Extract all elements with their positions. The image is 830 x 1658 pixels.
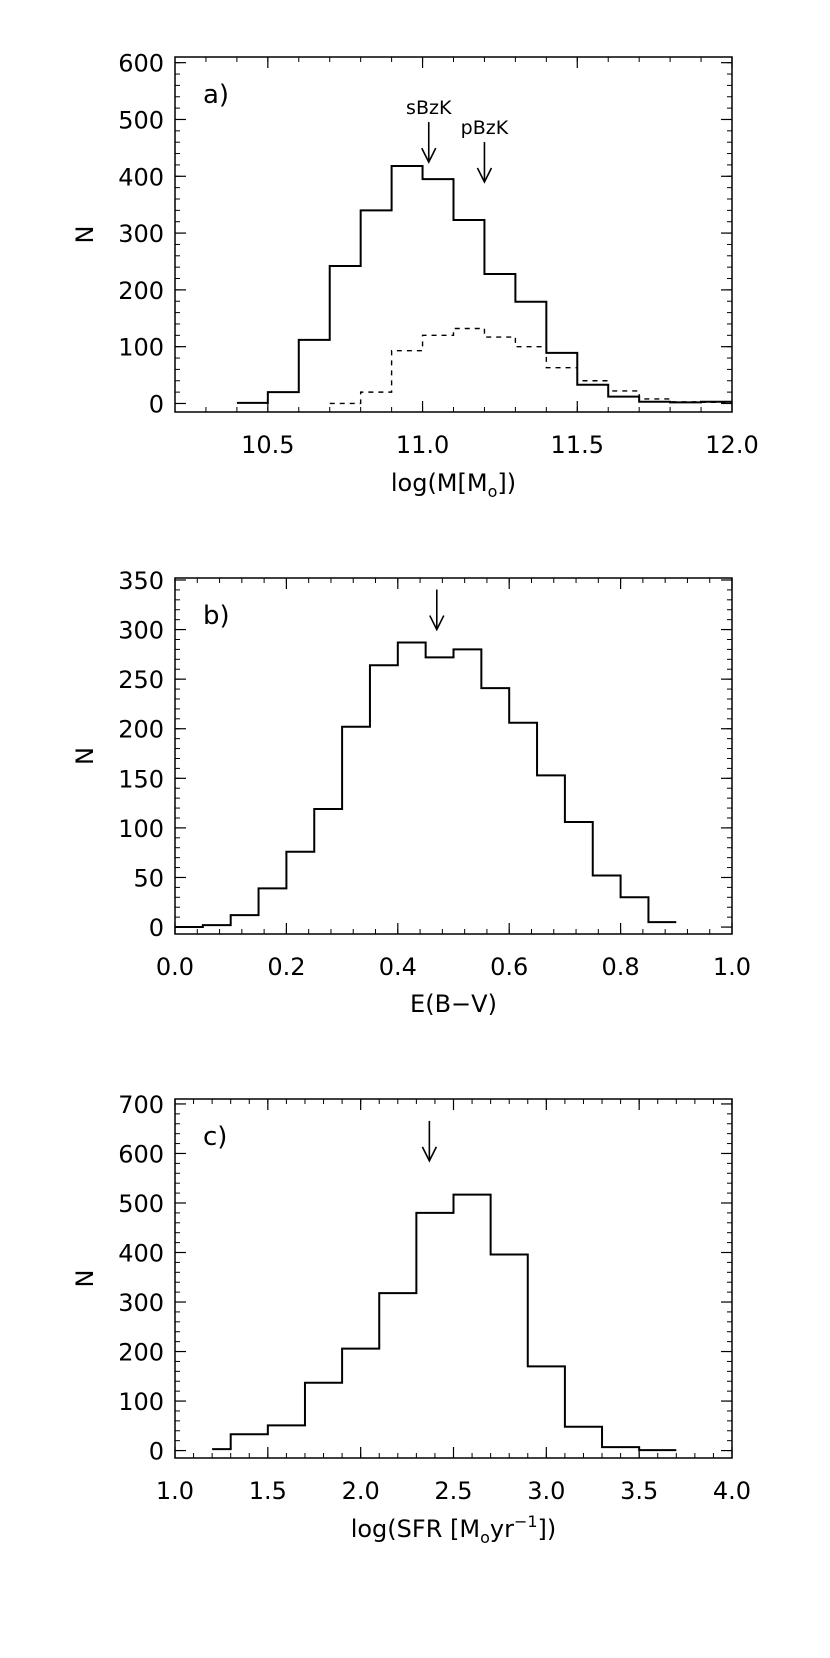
y-tick-label: 300: [118, 1289, 164, 1317]
annotation-label-pbzk: pBzK: [461, 117, 509, 139]
y-tick-label: 150: [118, 765, 164, 793]
x-tick-label: 0.0: [156, 953, 194, 981]
x-tick-label: 0.2: [267, 953, 305, 981]
x-tick-label: 3.5: [620, 1477, 658, 1505]
x-tick-label: 10.5: [241, 431, 294, 459]
x-tick-label: 0.6: [490, 953, 528, 981]
panel-label: c): [203, 1122, 227, 1152]
x-tick-label: 1.0: [713, 953, 751, 981]
panel-label: a): [203, 80, 229, 110]
y-tick-label: 700: [118, 1091, 164, 1119]
y-tick-label: 200: [118, 1339, 164, 1367]
x-tick-label: 4.0: [713, 1477, 751, 1505]
y-tick-label: 400: [118, 163, 164, 191]
x-tick-label: 12.0: [705, 431, 758, 459]
chart-panel-c: 1.0 1.5 2.0 2.5 3.0 3.5 4.0 0 100 200 300 400 500 600…: [71, 1091, 751, 1547]
x-tick-label: 0.4: [379, 953, 417, 981]
y-tick-label: 400: [118, 1240, 164, 1268]
y-tick-label: 0: [149, 914, 164, 942]
annotation-label-sbzk: sBzK: [406, 97, 452, 119]
histogram-series-solid: [236, 165, 732, 404]
x-axis-title: log(M[Mo]): [391, 469, 516, 501]
histogram-series-solid: [212, 1193, 677, 1452]
y-tick-label: 600: [118, 1140, 164, 1168]
y-tick-label: 500: [118, 1190, 164, 1218]
y-axis-title: N: [71, 747, 99, 765]
plot-frame: [174, 1098, 733, 1459]
x-tick-label: 11.0: [396, 431, 449, 459]
arrow-head: [421, 1146, 438, 1163]
y-axis-title: N: [71, 1270, 99, 1288]
x-tick-label: 2.5: [434, 1477, 472, 1505]
x-tick-label: 0.8: [602, 953, 640, 981]
x-tick-label: 2.0: [342, 1477, 380, 1505]
x-axis-title: log(SFR [Moyr−1]): [351, 1512, 557, 1547]
panel-label: b): [203, 601, 230, 631]
y-axis-title: N: [71, 226, 99, 244]
histogram-series-solid: [175, 641, 677, 929]
arrow-head: [421, 147, 437, 164]
y-tick-label: 300: [118, 617, 164, 645]
y-tick-label: 50: [133, 864, 164, 892]
chart-panel-b: 0.0 0.2 0.4 0.6 0.8 1.0 0 50 100 150 200 250 300 350 b…: [71, 567, 751, 1018]
y-tick-label: 0: [149, 1438, 164, 1466]
x-tick-label: 11.5: [551, 431, 604, 459]
y-tick-label: 500: [118, 106, 164, 134]
x-axis-title: E(B−V): [410, 990, 497, 1018]
y-tick-label: 200: [118, 716, 164, 744]
arrow-head: [476, 167, 493, 184]
y-tick-label: 0: [149, 390, 164, 418]
histogram-series-dotted: [329, 327, 732, 405]
x-tick-label: 1.5: [249, 1477, 287, 1505]
x-tick-label: 3.0: [527, 1477, 565, 1505]
y-tick-label: 250: [118, 666, 164, 694]
y-tick-label: 600: [118, 50, 164, 78]
y-tick-label: 100: [118, 334, 164, 362]
arrow-head: [429, 615, 445, 632]
y-tick-label: 350: [118, 567, 164, 595]
chart-panel-a: 10.5 11.0 11.5 12.0 0 100 200 300 400 500 600 sBzK p…: [71, 50, 759, 501]
y-tick-label: 300: [118, 220, 164, 248]
y-tick-label: 100: [118, 815, 164, 843]
y-tick-label: 100: [118, 1388, 164, 1416]
x-tick-label: 1.0: [156, 1477, 194, 1505]
y-tick-label: 200: [118, 277, 164, 305]
plot-frame: [174, 577, 733, 935]
plot-frame: [174, 56, 733, 413]
